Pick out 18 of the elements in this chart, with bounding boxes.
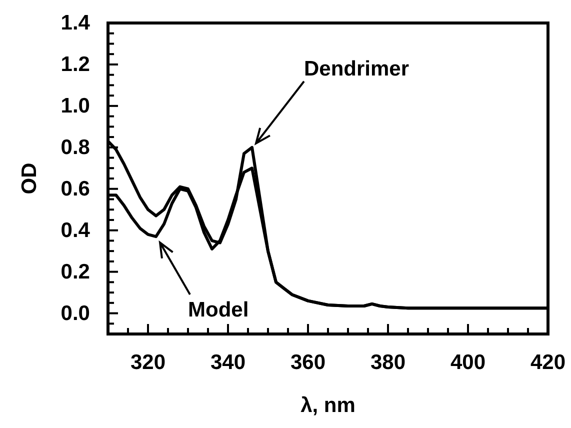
y-tick-label: 1.2 [60,53,90,76]
x-tick-label: 340 [210,350,246,374]
y-tick-label: 1.0 [60,94,90,118]
x-axis-title: λ, nm [300,394,356,417]
x-tick-label: 400 [450,350,486,374]
y-tick-label: 0.0 [60,302,90,325]
x-tick-label: 420 [530,350,566,374]
y-tick-label: 0.6 [60,178,90,201]
x-tick-label: 320 [130,350,166,374]
annotation: Model [188,298,249,322]
x-tick-label: 380 [370,350,406,374]
x-tick-label: 360 [290,350,326,374]
y-tick-label: 0.8 [60,136,90,160]
annotation: Dendrimer [304,57,410,80]
y-axis-title: OD [18,162,41,194]
y-tick-label: 0.2 [60,260,90,284]
y-tick-label: 0.4 [60,219,90,242]
y-tick-label: 1.4 [60,12,90,35]
